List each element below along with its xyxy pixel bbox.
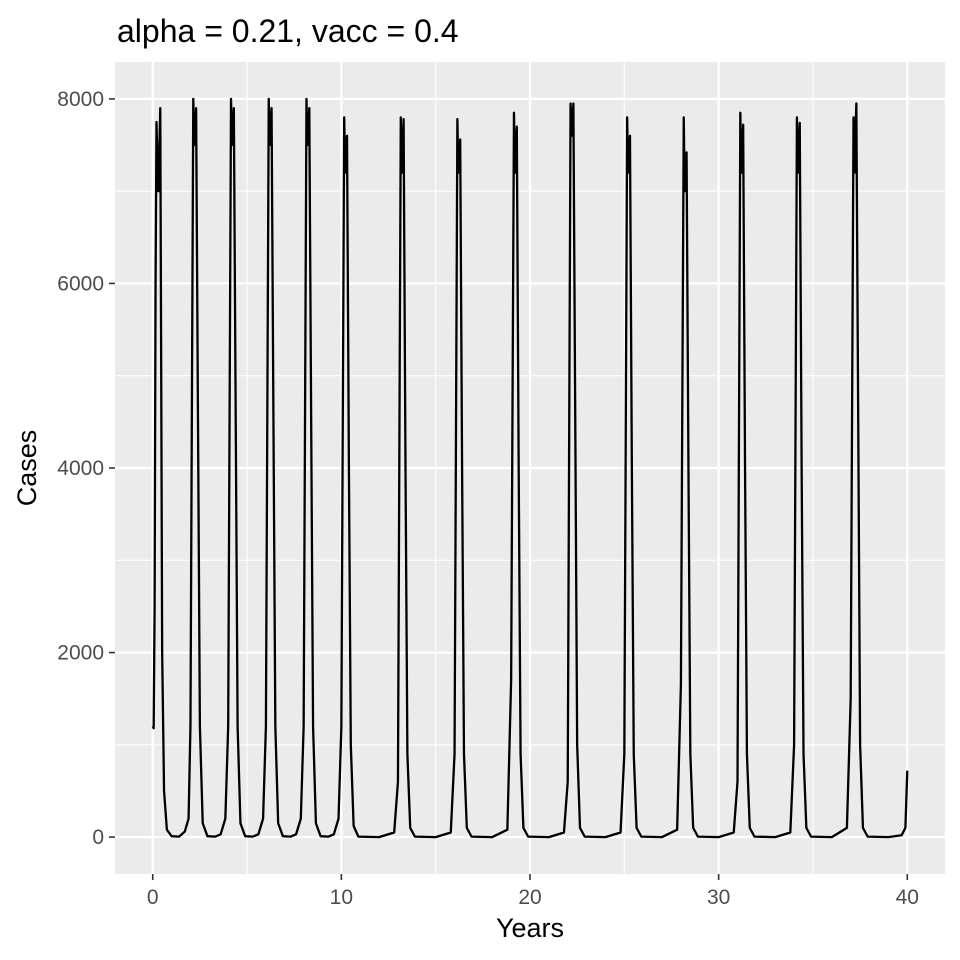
y-tick-label: 0 bbox=[92, 826, 104, 849]
y-axis-title: Cases bbox=[12, 430, 42, 507]
x-tick-label: 30 bbox=[707, 886, 730, 909]
x-tick-label: 40 bbox=[896, 886, 919, 909]
x-axis: 0 10 20 30 40 bbox=[147, 874, 919, 909]
chart-title: alpha = 0.21, vacc = 0.4 bbox=[117, 13, 459, 49]
x-axis-title: Years bbox=[496, 913, 564, 943]
y-axis: 0 2000 4000 6000 8000 bbox=[57, 88, 115, 849]
y-tick-label: 8000 bbox=[57, 88, 104, 111]
series-layer bbox=[151, 97, 909, 839]
y-tick-label: 2000 bbox=[57, 642, 104, 665]
x-tick-label: 10 bbox=[330, 886, 353, 909]
series-line bbox=[151, 97, 909, 839]
y-tick-label: 4000 bbox=[57, 457, 104, 480]
y-tick-label: 6000 bbox=[57, 272, 104, 295]
x-tick-label: 0 bbox=[147, 886, 159, 909]
x-tick-label: 20 bbox=[518, 886, 541, 909]
